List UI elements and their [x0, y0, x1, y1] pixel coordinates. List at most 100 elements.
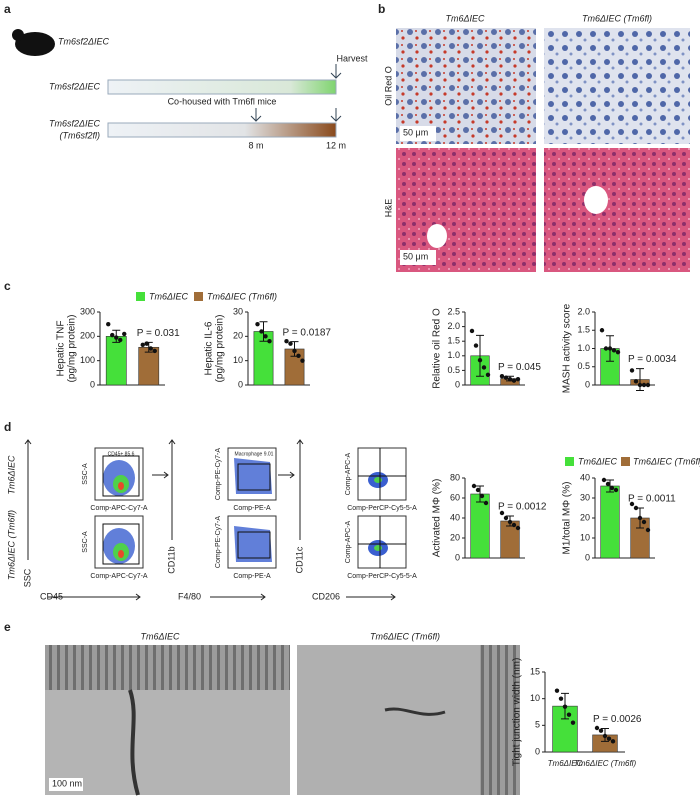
- panel-label: d: [4, 420, 11, 434]
- timeline-bar: [107, 79, 337, 95]
- legend-swatch: [136, 292, 145, 301]
- data-point: [610, 739, 616, 744]
- image-label: Tm6ΔIEC: [140, 631, 180, 641]
- row-label: Tm6sf2ΔIEC: [49, 81, 101, 91]
- bar-chart: 0 0.5 1.0 1.5 2.0 MASH activity score P = 0.00…: [562, 303, 677, 393]
- data-point: [259, 329, 264, 334]
- time-label: 12 m: [326, 140, 346, 150]
- column-label: Tm6ΔIEC: [445, 13, 485, 23]
- data-point: [633, 505, 639, 511]
- histology: Tm6ΔIEC Tm6ΔIEC (Tm6fl) Oil Red O H&E 50…: [383, 13, 690, 272]
- plot-x-label: Comp-PerCP-Cy5-5-A: [347, 505, 417, 512]
- data-point: [140, 342, 145, 348]
- data-point: [288, 341, 293, 346]
- data-point: [503, 375, 509, 380]
- data-point: [511, 522, 517, 528]
- micrograph: [396, 28, 536, 144]
- mouse-icon: [12, 29, 24, 41]
- data-point: [605, 481, 611, 487]
- plot-x-label: Comp-PE-A: [233, 505, 271, 512]
- data-point: [507, 519, 513, 525]
- y-tick-label: 1.0: [577, 343, 590, 353]
- panel-label: e: [4, 620, 11, 634]
- junction: [384, 707, 446, 716]
- row-label: (Tm6sf2fl): [60, 130, 101, 140]
- data-point: [607, 346, 613, 351]
- quadrant: [358, 448, 406, 500]
- error-bar: [476, 334, 484, 377]
- density: [234, 526, 272, 562]
- density: [374, 545, 382, 551]
- y-axis-title: Hepatic TNF: [56, 321, 67, 377]
- row-label: Tm6sf2ΔIEC: [49, 118, 101, 128]
- bar-chart: 0 100 200 300 Hepatic TNF (pg/mg protein) P = …: [56, 306, 180, 389]
- panel-label: a: [4, 2, 11, 16]
- legend-label: Tm6ΔIEC: [578, 456, 618, 466]
- y-tick-label: 2.5: [447, 306, 460, 316]
- data-point: [598, 728, 604, 733]
- data-point: [479, 493, 485, 499]
- data-point: [603, 346, 609, 351]
- y-tick-label: 2.0: [447, 321, 460, 331]
- mouse-label: Tm6sf2ΔIEC: [58, 36, 110, 46]
- y-tick-label: 30: [580, 492, 590, 502]
- x-tick-label: Tm6ΔIEC (Tm6fl): [574, 759, 637, 768]
- y-tick-label: 200: [80, 331, 95, 341]
- y-tick-label: 0: [585, 379, 590, 389]
- y-tick-label: 40: [450, 512, 460, 522]
- data-point: [481, 365, 487, 370]
- y-tick-label: 30: [233, 306, 243, 316]
- data-point: [562, 704, 568, 709]
- y-tick-label: 20: [580, 512, 590, 522]
- plot-x-label: Comp-PE-A: [233, 573, 271, 580]
- data-point: [515, 525, 521, 531]
- data-point: [267, 339, 272, 344]
- bar: [600, 485, 620, 559]
- plot-x-label: Comp-APC-Cy7-A: [90, 505, 148, 512]
- legend-swatch: [194, 292, 203, 301]
- y-tick-label: 0: [455, 379, 460, 389]
- scale-bar-box: [400, 126, 436, 141]
- y-tick-label: 300: [80, 306, 95, 316]
- panel-label: c: [4, 279, 11, 293]
- vessel: [427, 224, 447, 248]
- bar-chart: 0 0.5 1.0 1.5 2.0 2.5 Relative oil Red O P = 0.…: [432, 306, 542, 389]
- density: [118, 550, 124, 558]
- p-value: P = 0.0034: [628, 354, 677, 365]
- data-point: [483, 500, 489, 506]
- axis-title: F4/80: [178, 591, 201, 601]
- legend-swatch: [621, 457, 630, 466]
- plot-y-label: SSC-A: [82, 463, 89, 485]
- microvilli: [480, 645, 520, 795]
- arrow: [152, 471, 295, 479]
- density: [374, 477, 382, 483]
- data-point: [606, 736, 612, 741]
- data-point: [637, 515, 643, 521]
- plot-y-label: Comp-APC-A: [345, 452, 352, 495]
- data-point: [110, 332, 115, 338]
- data-point: [485, 372, 491, 377]
- data-point: [152, 348, 157, 354]
- micrograph: [544, 148, 690, 272]
- y-tick-label: 100: [80, 355, 95, 365]
- y-tick-label: 20: [450, 532, 460, 542]
- y-tick-label: 15: [530, 666, 540, 676]
- plot-y-label: Comp-APC-A: [345, 520, 352, 563]
- image-label: Tm6ΔIEC (Tm6fl): [370, 631, 440, 641]
- gate-label: Macrophage 9.01: [235, 451, 274, 457]
- data-point: [503, 515, 509, 521]
- density: [234, 458, 272, 494]
- y-tick-label: 0: [90, 379, 95, 389]
- flow-cytometry: Tm6ΔIEC Tm6ΔIEC (Tm6fl) SSC CD45 CD11b F…: [6, 439, 417, 601]
- data-point: [641, 382, 647, 388]
- axis-arrow: [24, 439, 396, 601]
- data-point: [554, 688, 560, 693]
- axis-title: CD206: [312, 591, 340, 601]
- data-point: [615, 349, 621, 355]
- data-point: [629, 368, 635, 373]
- junction: [128, 689, 140, 796]
- row-label: H&E: [383, 199, 393, 218]
- y-tick-label: 60: [450, 492, 460, 502]
- density: [118, 482, 124, 490]
